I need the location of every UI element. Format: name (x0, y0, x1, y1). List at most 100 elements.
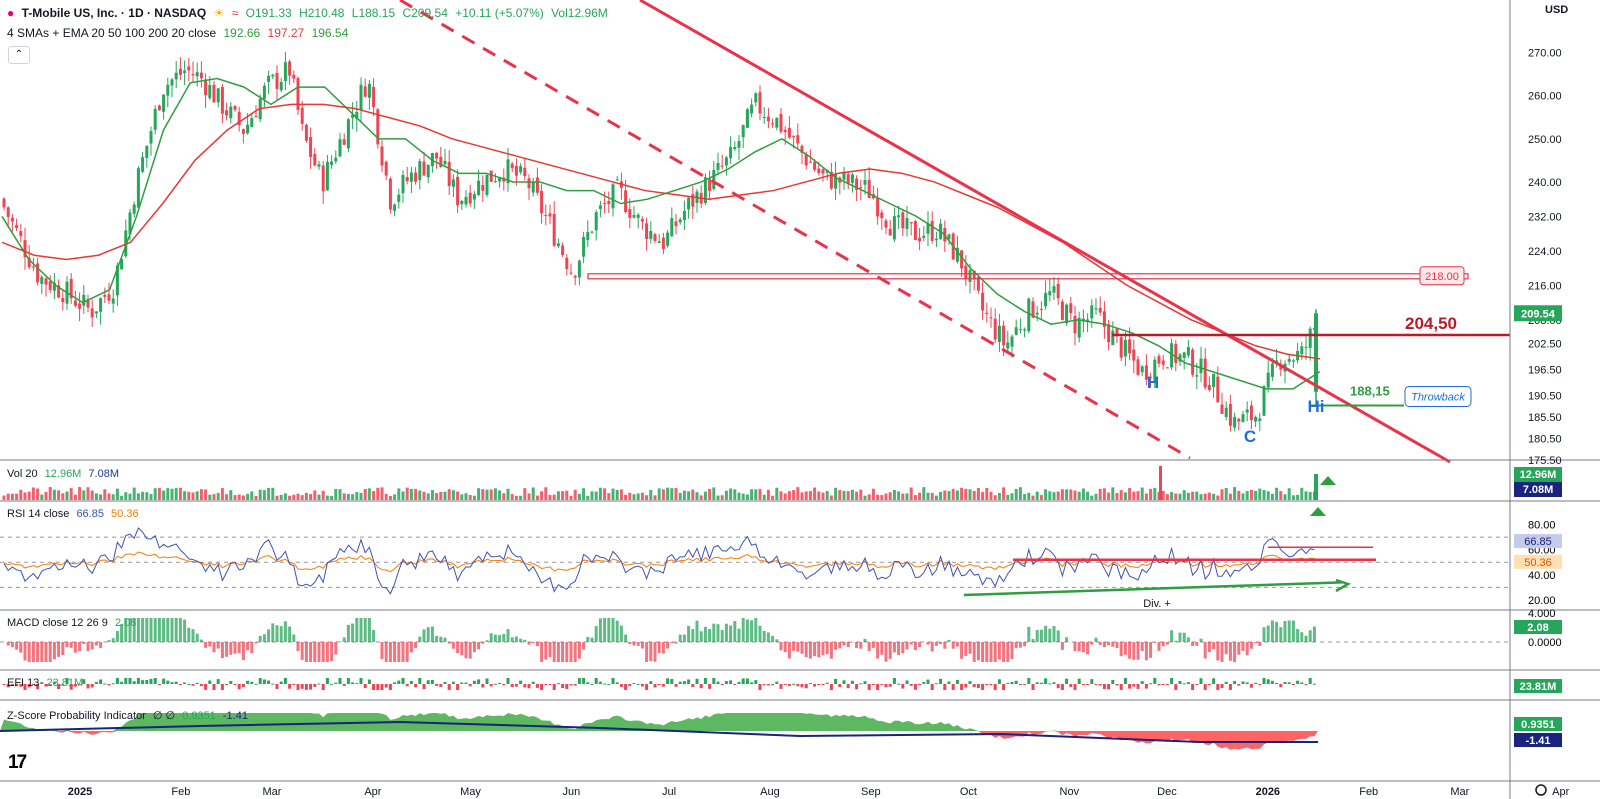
volume-bar (922, 487, 926, 500)
macd-histogram-bar (527, 642, 531, 645)
macd-histogram-bar (737, 628, 741, 642)
volume-bar (708, 488, 712, 500)
tradingview-logo-icon[interactable]: 17 (8, 752, 27, 773)
candle-body (405, 177, 409, 182)
macd-histogram-bar (296, 642, 300, 651)
volume-bar (212, 494, 216, 500)
candle-body (443, 160, 447, 165)
macd-histogram-bar (750, 620, 754, 642)
efi-bar (577, 678, 581, 684)
candle-body (1258, 418, 1262, 421)
macd-histogram-bar (1174, 640, 1178, 642)
legend-rsi[interactable]: RSI 14 close 66.85 50.36 (7, 508, 143, 520)
efi-bar (149, 678, 153, 684)
candle-body (1191, 349, 1195, 375)
efi-bar (825, 682, 829, 684)
time-tick-label: May (460, 786, 481, 798)
volume-bar (1090, 495, 1094, 500)
candle-body (1199, 358, 1203, 374)
volume-value: Vol12.96M (551, 6, 608, 20)
candle-body (628, 209, 632, 218)
volume-bar (930, 492, 934, 500)
candle-body (78, 303, 82, 309)
macd-histogram-bar (729, 625, 733, 642)
volume-bar (380, 487, 384, 500)
volume-bar (401, 491, 405, 500)
macd-histogram-bar (968, 642, 972, 654)
macd-histogram-bar (695, 620, 699, 642)
candle-body (867, 179, 871, 198)
volume-bar (153, 488, 157, 500)
efi-bar (636, 683, 640, 685)
volume-bar (594, 491, 598, 500)
volume-label: Vol 20 (7, 468, 38, 480)
legend-macd[interactable]: MACD close 12 26 9 2.08 (7, 617, 140, 629)
zscore-label: Z-Score Probability Indicator (7, 710, 146, 722)
efi-bar (661, 684, 665, 687)
legend-efi[interactable]: EFI 13 23.81M (7, 677, 87, 689)
volume-bar (628, 492, 632, 500)
candle-body (44, 278, 48, 285)
divergence-label: Div. + (1143, 598, 1171, 610)
efi-bar (103, 683, 107, 685)
volume-badge-label: 12.96M (1520, 469, 1557, 481)
candle-body (422, 161, 426, 176)
efi-bar (1228, 684, 1232, 690)
collapse-legend-button[interactable]: ⌃ (8, 46, 30, 64)
symbol-name[interactable]: T-Mobile US, Inc. · 1D · NASDAQ (21, 6, 207, 20)
candle-body (657, 241, 661, 243)
macd-histogram-bar (510, 637, 514, 642)
low-value: L188.15 (351, 6, 396, 20)
efi-bar (1203, 684, 1207, 690)
macd-histogram-bar (330, 642, 334, 662)
efi-bar (754, 680, 758, 684)
candle-body (624, 190, 628, 213)
macd-histogram-bar (204, 642, 208, 648)
efi-bar (611, 678, 615, 684)
legend-volume[interactable]: Vol 20 12.96M 7.08M (7, 468, 123, 480)
macd-histogram-bar (1170, 630, 1174, 642)
efi-bar (435, 684, 439, 686)
efi-bar (61, 684, 65, 686)
macd-histogram-bar (1212, 642, 1216, 650)
candle-body (372, 86, 376, 108)
volume-bar (19, 489, 23, 500)
candle-body (1035, 312, 1039, 315)
macd-value-badge (1514, 620, 1562, 634)
volume-bar (1010, 493, 1014, 500)
macd-histogram-bar (166, 618, 170, 642)
volume-bar (275, 495, 279, 500)
volume-bar (997, 492, 1001, 500)
macd-histogram-bar (86, 642, 90, 652)
candle-body (514, 165, 518, 176)
volume-bar (208, 494, 212, 500)
alert-icon[interactable]: ☀ (213, 6, 225, 20)
volume-bar (372, 491, 376, 500)
efi-bar (892, 678, 896, 684)
macd-tick-label: 0.0000 (1528, 637, 1562, 649)
macd-histogram-bar (367, 618, 371, 642)
legend-ma[interactable]: 4 SMAs + EMA 20 50 100 200 20 close 192.… (7, 26, 352, 40)
macd-histogram-bar (124, 618, 128, 642)
volume-bar (195, 491, 199, 500)
efi-bar (1128, 684, 1132, 689)
efi-bar (376, 684, 380, 690)
volume-bar (573, 489, 577, 500)
candle-body (535, 177, 539, 193)
efi-bar (871, 684, 875, 685)
legend-zscore[interactable]: Z-Score Probability Indicator ∅ ∅ 0.9351… (7, 709, 252, 722)
currency-button[interactable]: USD (1545, 4, 1569, 16)
price-tick-label: 175.50 (1528, 455, 1562, 467)
volume-bar (1031, 495, 1035, 500)
compare-icon[interactable]: ≈ (231, 6, 239, 20)
candle-body (892, 216, 896, 240)
volume-bar (926, 492, 930, 500)
volume-bar (1199, 494, 1203, 500)
volume-bar (1291, 495, 1295, 500)
volume-bar (871, 488, 875, 500)
candle-body (1165, 367, 1169, 369)
candle-body (304, 124, 308, 141)
candle-body (19, 231, 23, 237)
macd-histogram-bar (10, 642, 14, 648)
